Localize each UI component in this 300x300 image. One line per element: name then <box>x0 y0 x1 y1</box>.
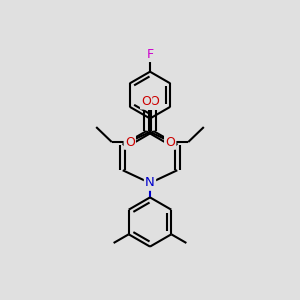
Text: F: F <box>146 48 154 61</box>
Text: O: O <box>141 95 151 108</box>
Text: O: O <box>149 95 159 108</box>
Text: O: O <box>125 136 135 148</box>
Text: N: N <box>145 176 155 190</box>
Text: O: O <box>165 136 175 148</box>
